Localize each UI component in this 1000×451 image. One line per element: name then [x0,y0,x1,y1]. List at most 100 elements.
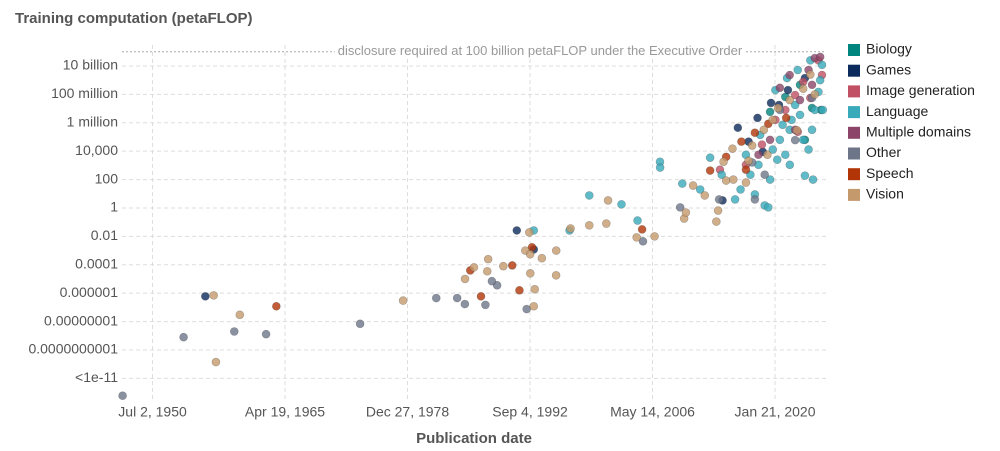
data-point [272,301,281,311]
legend-swatch [848,106,860,119]
data-point [712,217,721,226]
data-point [507,261,517,270]
data-point [737,137,746,146]
data-point [487,276,497,286]
data-point [785,95,794,105]
data-point [760,170,769,180]
data-point [763,203,773,212]
data-point [754,150,763,160]
data-point [633,216,642,225]
legend-swatch [848,188,860,201]
data-point [700,191,710,200]
y-tick-label: 0.0001 [75,255,118,271]
legend-label: Speech [866,165,913,181]
y-tick-label: 1 million [67,113,118,129]
data-point [118,391,127,401]
data-point [481,300,490,310]
legend-swatch [848,147,860,160]
x-tick-label: Apr 19, 1965 [245,404,325,420]
data-point [818,105,828,115]
data-point [681,208,691,217]
x-tick-label: Jul 2, 1950 [118,404,187,420]
data-point [741,178,751,187]
data-point [792,125,802,135]
data-point [551,246,561,255]
data-point [584,221,594,230]
data-point [398,296,408,305]
data-point [179,332,188,342]
data-point [525,269,535,278]
data-point [515,285,524,295]
data-point [795,110,805,120]
y-tick-label: 0.01 [91,227,118,243]
x-tick-label: Jan 21, 2020 [735,404,816,420]
data-point [603,196,613,205]
data-point [759,125,769,135]
data-point [729,175,738,184]
y-tick-label: 1 [110,199,118,215]
data-point [655,163,665,172]
data-point [551,271,561,280]
legend-swatch [848,44,860,56]
data-point [522,304,531,314]
data-point [810,90,820,99]
data-point [632,233,641,242]
data-point [763,150,772,160]
data-point [766,98,776,108]
data-point [804,145,813,154]
legend-label: Multiple domains [866,124,971,140]
data-point [817,60,827,70]
data-point [815,75,825,85]
data-point [530,284,540,294]
data-point [524,228,534,237]
legend-label: Vision [866,186,904,202]
data-point [617,200,626,209]
data-point [807,125,817,135]
data-point [810,105,820,115]
data-point [778,120,787,130]
y-tick-label: <1e-11 [75,369,118,385]
data-point [537,253,547,263]
data-point [460,274,470,284]
data-point [637,225,647,234]
data-point [750,128,760,138]
x-tick-label: Sep 4, 1992 [492,404,568,420]
chart-title: Training computation (petaFLOP) [15,10,253,27]
data-point [765,135,775,145]
data-point [790,135,800,145]
data-point [785,70,794,80]
y-tick-label: 0.00000001 [44,312,118,328]
data-point [736,185,745,194]
data-point [452,293,462,303]
data-point [728,144,737,153]
data-point [431,293,441,303]
data-point [602,219,611,228]
data-point [790,100,800,110]
data-point [768,145,778,154]
legend-swatch [848,64,860,77]
data-point [730,195,740,204]
data-point [529,301,539,311]
data-point [566,224,575,233]
data-point [750,195,760,204]
y-tick-label: 100 [95,170,119,186]
data-point [512,226,522,235]
data-point [795,95,805,105]
data-point [584,191,594,200]
y-tick-label: 0.0000000001 [28,341,118,357]
data-point [765,107,775,117]
legend-label: Language [866,103,929,119]
legend-swatch [848,126,860,139]
data-point [688,181,698,190]
data-point [741,165,751,174]
data-point [705,166,715,175]
data-point [201,292,210,301]
data-point [525,249,535,259]
data-point [775,83,785,93]
data-point [713,206,723,215]
data-point [773,103,783,113]
data-point [781,113,791,123]
data-point [211,357,221,367]
x-axis-label: Publication date [416,430,532,447]
